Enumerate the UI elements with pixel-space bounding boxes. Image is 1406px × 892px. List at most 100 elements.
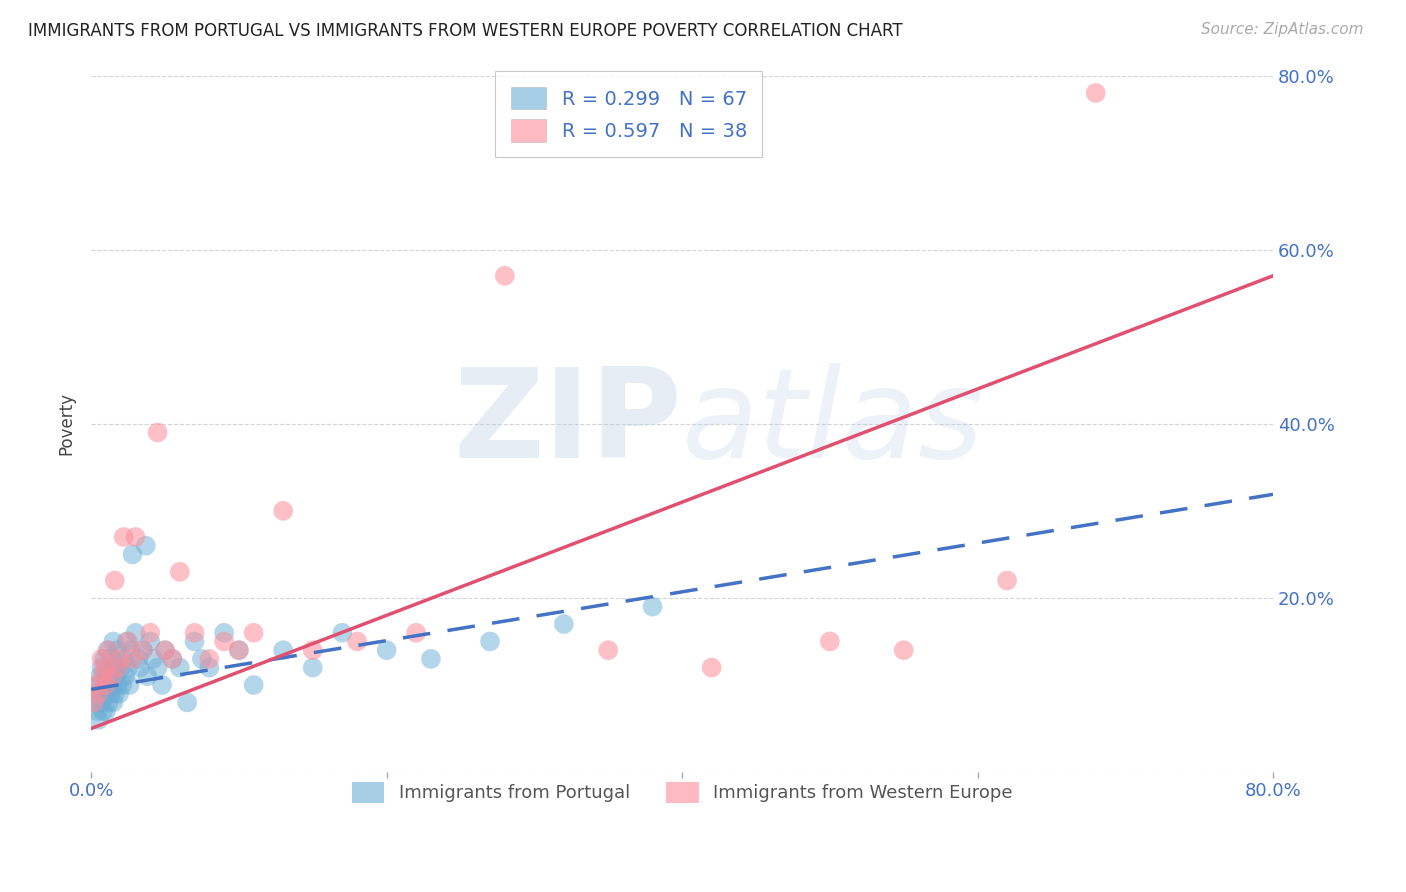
Text: Source: ZipAtlas.com: Source: ZipAtlas.com [1201,22,1364,37]
Point [97,643,120,657]
Point [198,660,221,674]
Text: atlas: atlas [682,363,984,484]
Point [136,669,159,683]
Point [121,548,143,562]
Point [114,669,136,683]
Point [101,652,124,666]
Point [150,678,173,692]
Point [162,652,184,666]
Point [97,660,120,674]
Legend: Immigrants from Portugal, Immigrants from Western Europe: Immigrants from Portugal, Immigrants fro… [339,769,1025,815]
Point [104,660,127,674]
Point [87,713,110,727]
Point [103,695,125,709]
Point [641,599,664,614]
Point [121,652,143,666]
Point [94,678,117,692]
Point [169,565,191,579]
Point [132,643,155,657]
Point [87,687,110,701]
Point [420,652,443,666]
Point [127,652,149,666]
Point [162,652,184,666]
Point [142,652,165,666]
Point [405,625,427,640]
Point [91,704,114,718]
Point [107,678,129,692]
Point [107,660,129,674]
Point [212,625,235,640]
Point [700,660,723,674]
Point [183,634,205,648]
Point [124,625,146,640]
Point [198,652,221,666]
Point [91,669,114,683]
Point [96,643,118,657]
Point [84,678,107,692]
Point [90,695,112,709]
Point [893,643,915,657]
Point [94,704,117,718]
Point [153,643,176,657]
Point [301,643,323,657]
Point [90,652,112,666]
Point [346,634,368,648]
Point [212,634,235,648]
Point [146,660,169,674]
Point [112,530,135,544]
Point [228,643,250,657]
Point [115,634,138,648]
Point [494,268,516,283]
Point [129,660,152,674]
Point [83,695,105,709]
Point [117,634,139,648]
Y-axis label: Poverty: Poverty [58,392,75,455]
Point [98,669,121,683]
Point [598,643,620,657]
Point [183,625,205,640]
Point [191,652,214,666]
Point [271,504,294,518]
Point [84,687,107,701]
Point [118,678,141,692]
Point [104,687,127,701]
Point [83,695,105,709]
Text: IMMIGRANTS FROM PORTUGAL VS IMMIGRANTS FROM WESTERN EUROPE POVERTY CORRELATION C: IMMIGRANTS FROM PORTUGAL VS IMMIGRANTS F… [28,22,903,40]
Point [111,678,134,692]
Point [242,625,264,640]
Point [479,634,502,648]
Point [176,695,198,709]
Point [97,695,120,709]
Point [228,643,250,657]
Point [94,669,117,683]
Point [375,643,398,657]
Point [301,660,323,674]
Point [103,634,125,648]
Point [104,574,127,588]
Point [135,539,157,553]
Point [101,669,124,683]
Point [120,643,142,657]
Point [93,652,115,666]
Point [139,625,162,640]
Point [124,530,146,544]
Point [108,687,131,701]
Point [107,643,129,657]
Text: ZIP: ZIP [453,363,682,484]
Point [1084,86,1107,100]
Point [90,660,112,674]
Point [89,669,111,683]
Point [110,660,132,674]
Point [98,687,121,701]
Point [86,704,108,718]
Point [93,660,115,674]
Point [169,660,191,674]
Point [146,425,169,440]
Point [91,687,114,701]
Point [330,625,353,640]
Point [87,678,110,692]
Point [117,660,139,674]
Point [818,634,841,648]
Point [995,574,1018,588]
Point [93,678,115,692]
